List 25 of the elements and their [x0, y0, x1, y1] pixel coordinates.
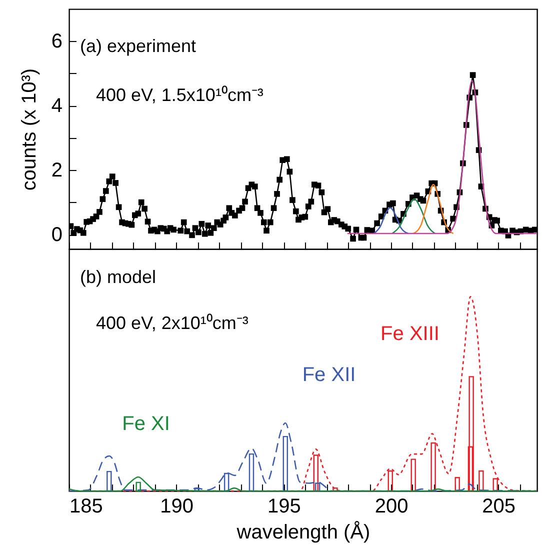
bar	[454, 476, 460, 492]
x-tick-label: 195	[267, 496, 301, 518]
y-axis-title: counts (x 10³)	[18, 68, 40, 191]
x-axis-title: wavelength (Å)	[236, 520, 370, 544]
x-tick-label: 190	[160, 496, 194, 518]
y-tick-label: 2	[51, 160, 62, 182]
bar	[478, 470, 484, 492]
bar	[136, 482, 141, 492]
bar	[410, 458, 416, 492]
x-tick-label: 200	[374, 496, 408, 518]
line-series	[346, 80, 538, 234]
text: (b) model	[80, 267, 156, 287]
y-tick-label: 6	[51, 30, 62, 53]
x-tick-label: 205	[482, 496, 516, 518]
bar	[468, 376, 474, 492]
text: Fe XI	[122, 413, 170, 435]
annotation: 400 eV, 2x10¹⁰cm⁻³	[96, 313, 248, 333]
y-tick-label: 0	[51, 224, 62, 246]
series-label: Fe XIII	[380, 323, 440, 345]
y-tick-label: 4	[51, 95, 62, 118]
bar	[106, 470, 112, 492]
text: Fe XII	[302, 364, 356, 386]
x-tick-label: 185	[70, 496, 103, 518]
annotation: 400 eV, 1.5x10¹⁰cm⁻³	[96, 85, 264, 105]
annotation: (a) experiment	[80, 36, 196, 56]
